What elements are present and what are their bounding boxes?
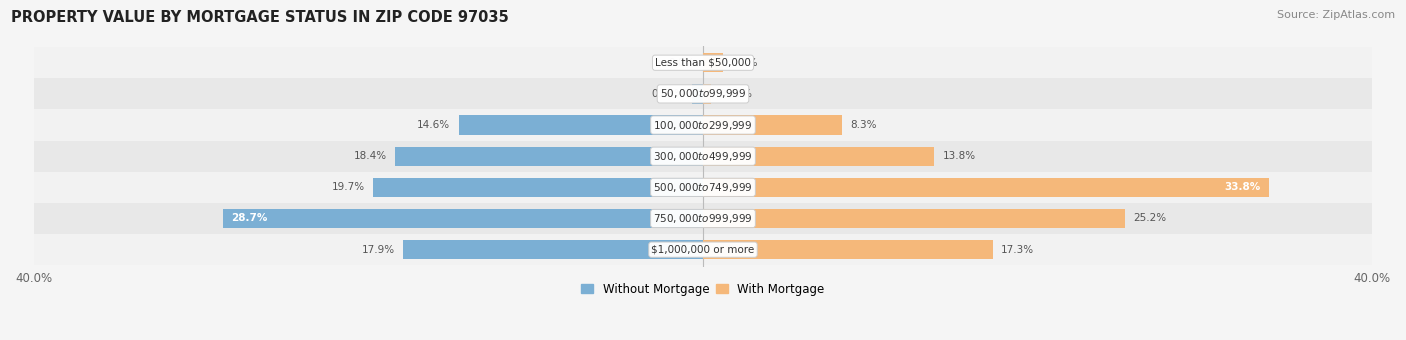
Text: 18.4%: 18.4%: [353, 151, 387, 161]
Text: Less than $50,000: Less than $50,000: [655, 58, 751, 68]
Legend: Without Mortgage, With Mortgage: Without Mortgage, With Mortgage: [576, 278, 830, 301]
Text: 0.49%: 0.49%: [720, 89, 752, 99]
Bar: [34, 234, 1372, 265]
Bar: [34, 172, 1372, 203]
Bar: [374, 178, 703, 197]
Bar: [34, 109, 1372, 141]
Text: Source: ZipAtlas.com: Source: ZipAtlas.com: [1277, 10, 1395, 20]
Bar: [404, 240, 703, 259]
Bar: [703, 240, 993, 259]
Bar: [703, 53, 723, 72]
Text: 0.0%: 0.0%: [668, 58, 695, 68]
Text: 28.7%: 28.7%: [231, 214, 267, 223]
Bar: [34, 47, 1372, 78]
Bar: [458, 115, 703, 135]
Bar: [34, 78, 1372, 109]
Text: 1.2%: 1.2%: [731, 58, 758, 68]
Bar: [395, 147, 703, 166]
Bar: [693, 84, 703, 104]
Text: 33.8%: 33.8%: [1225, 182, 1260, 192]
Text: 14.6%: 14.6%: [418, 120, 450, 130]
Bar: [703, 115, 842, 135]
Text: $750,000 to $999,999: $750,000 to $999,999: [654, 212, 752, 225]
Text: 25.2%: 25.2%: [1133, 214, 1166, 223]
Text: 8.3%: 8.3%: [851, 120, 877, 130]
Text: $50,000 to $99,999: $50,000 to $99,999: [659, 87, 747, 100]
Text: $300,000 to $499,999: $300,000 to $499,999: [654, 150, 752, 163]
Text: 0.63%: 0.63%: [651, 89, 685, 99]
Text: PROPERTY VALUE BY MORTGAGE STATUS IN ZIP CODE 97035: PROPERTY VALUE BY MORTGAGE STATUS IN ZIP…: [11, 10, 509, 25]
Bar: [703, 209, 1125, 228]
Text: $100,000 to $299,999: $100,000 to $299,999: [654, 119, 752, 132]
Text: 13.8%: 13.8%: [942, 151, 976, 161]
Bar: [222, 209, 703, 228]
Text: 19.7%: 19.7%: [332, 182, 366, 192]
Text: $1,000,000 or more: $1,000,000 or more: [651, 245, 755, 255]
Bar: [703, 147, 934, 166]
Bar: [703, 178, 1268, 197]
Bar: [703, 84, 711, 104]
Text: $500,000 to $749,999: $500,000 to $749,999: [654, 181, 752, 194]
Bar: [34, 141, 1372, 172]
Text: 17.3%: 17.3%: [1001, 245, 1033, 255]
Text: 17.9%: 17.9%: [361, 245, 395, 255]
Bar: [34, 203, 1372, 234]
